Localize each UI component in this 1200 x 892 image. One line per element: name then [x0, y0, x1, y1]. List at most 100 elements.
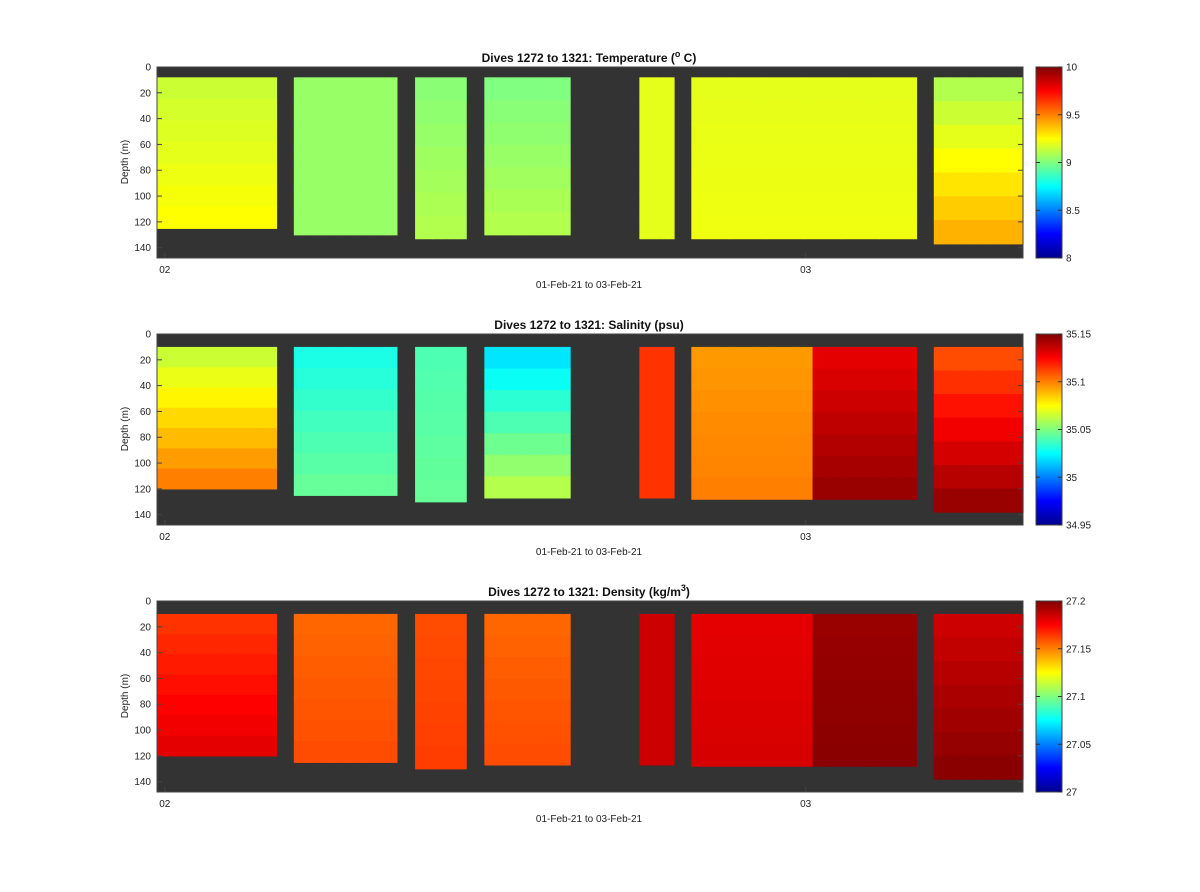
density-cell — [362, 741, 381, 763]
salinity-cell — [864, 433, 883, 457]
temperature-cell — [457, 100, 467, 125]
density-cell — [362, 635, 381, 657]
salinity-cell — [711, 346, 733, 370]
density-cell — [555, 743, 571, 766]
temperature-depth-tick-label: 120 — [134, 217, 151, 228]
salinity-cell — [645, 346, 652, 370]
temperature-cell — [457, 169, 467, 194]
density-panel: Dives 1272 to 1321: Density (kg/m3) 0204… — [120, 583, 1091, 825]
temperature-cell — [527, 212, 543, 236]
salinity-cell — [555, 411, 571, 434]
temperature-cell — [311, 212, 329, 236]
salinity-cell — [792, 433, 814, 457]
density-cell — [731, 635, 753, 659]
salinity-cell — [933, 346, 950, 372]
density-cell — [751, 744, 773, 767]
density-cell — [449, 746, 459, 770]
temperature-cell — [541, 99, 557, 123]
density-title: Dives 1272 to 1321: Density (kg/m3) — [488, 583, 690, 599]
density-cell — [639, 721, 646, 744]
density-cell — [555, 657, 571, 680]
density-cell — [176, 715, 198, 737]
temperature-cell — [415, 123, 425, 148]
salinity-cell — [415, 369, 425, 392]
density-cell — [948, 755, 965, 780]
salinity-cell — [772, 390, 793, 413]
salinity-cell — [731, 477, 753, 500]
temperature-cell — [639, 192, 646, 217]
temperature-cell — [1008, 148, 1024, 174]
temperature-colorbar-tick-label: 8 — [1066, 254, 1072, 265]
temperature-cell — [432, 215, 442, 240]
salinity-cell — [711, 390, 733, 413]
density-depth-tick-label: 60 — [140, 674, 152, 685]
temperature-cell — [728, 123, 767, 148]
salinity-cell — [772, 346, 793, 370]
density-cell — [328, 741, 346, 763]
salinity-cell — [881, 390, 900, 413]
temperature-cell — [656, 100, 664, 125]
temperature-cell — [345, 99, 364, 123]
temperature-cell — [691, 192, 730, 217]
salinity-cell — [963, 441, 979, 466]
temperature-panel: Dives 1272 to 1321: Temperature (o C) 02… — [120, 49, 1080, 291]
temperature-cell — [362, 122, 381, 146]
temperature-cell — [878, 146, 918, 171]
salinity-cell — [216, 346, 238, 368]
salinity-cell — [639, 368, 646, 391]
density-cell — [216, 715, 238, 737]
salinity-cell — [691, 390, 713, 413]
salinity-heatmap — [157, 346, 1024, 513]
density-cell — [1008, 613, 1024, 639]
density-cell — [423, 636, 433, 659]
salinity-cell — [639, 390, 646, 413]
temperature-cell — [1008, 172, 1024, 197]
salinity-cell — [993, 417, 1009, 442]
temperature-cell — [176, 98, 198, 122]
temperature-cell — [527, 99, 543, 123]
density-cell — [293, 698, 312, 721]
density-colorbar-tick-label: 27.05 — [1066, 740, 1091, 751]
salinity-cell — [457, 479, 467, 503]
salinity-cell — [933, 417, 950, 442]
density-cell — [293, 656, 312, 679]
density-cell — [731, 722, 753, 746]
density-cell — [864, 700, 883, 724]
temperature-cell — [362, 77, 381, 101]
salinity-cell — [311, 452, 329, 475]
salinity-cell — [812, 390, 831, 413]
temperature-cell — [978, 101, 994, 126]
salinity-depth-tick-label: 0 — [145, 330, 151, 341]
temperature-cell — [449, 215, 459, 240]
density-cell — [457, 702, 467, 726]
salinity-cell — [196, 387, 218, 409]
salinity-colorbar-tick-label: 34.95 — [1066, 521, 1091, 532]
temperature-cell — [498, 122, 514, 146]
temperature-cell — [423, 123, 433, 148]
density-cell — [993, 613, 1009, 639]
salinity-cell — [541, 433, 557, 456]
salinity-cell — [881, 346, 900, 370]
salinity-cell — [691, 368, 713, 392]
density-cell — [711, 613, 733, 637]
temperature-cell — [662, 146, 669, 171]
density-cell — [963, 708, 979, 733]
salinity-cell — [216, 387, 238, 409]
temperature-cell — [639, 123, 646, 148]
salinity-cell — [639, 454, 646, 477]
density-cell — [772, 700, 793, 724]
salinity-cell — [948, 394, 965, 419]
salinity-cell — [423, 479, 433, 503]
density-cell — [362, 719, 381, 742]
temperature-cell — [656, 146, 664, 171]
temperature-cell — [311, 122, 329, 146]
temperature-cell — [527, 167, 543, 191]
density-cell — [484, 743, 500, 766]
temperature-cell — [993, 101, 1009, 126]
density-cell — [440, 636, 450, 659]
density-cell — [662, 721, 669, 744]
temperature-cell — [449, 192, 459, 217]
density-depth-tick-label: 80 — [140, 700, 152, 711]
salinity-cell — [1008, 488, 1024, 513]
salinity-cell — [176, 407, 198, 429]
